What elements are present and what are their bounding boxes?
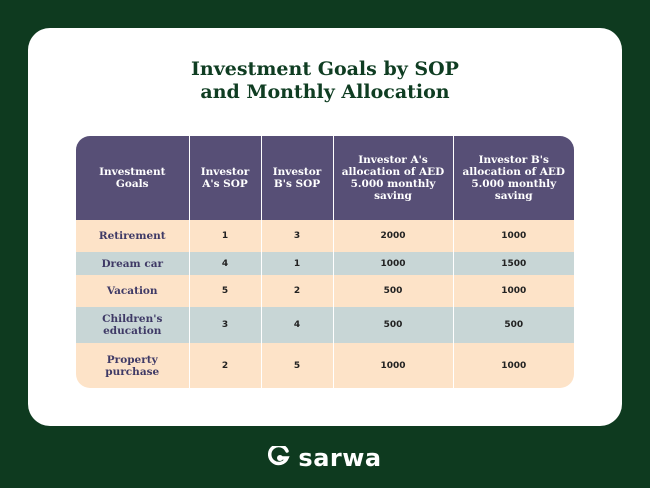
header-investor-a-allocation: Investor A's allocation of AED 5.000 mon… bbox=[333, 136, 454, 220]
investor-a-sop-cell: 5 bbox=[189, 274, 262, 307]
title-line-1: Investment Goals by SOP bbox=[191, 58, 459, 80]
investor-b-allocation-cell: 1000 bbox=[453, 220, 574, 253]
investor-b-allocation-cell: 1000 bbox=[453, 343, 574, 388]
header-investor-b-allocation: Investor B's allocation of AED 5.000 mon… bbox=[453, 136, 574, 220]
title-line-2: and Monthly Allocation bbox=[200, 81, 450, 103]
table-header-row: Investment Goals Investor A's SOP Invest… bbox=[76, 136, 574, 220]
investor-a-allocation-cell: 2000 bbox=[333, 220, 454, 253]
table-row: Retirement 1 3 2000 1000 bbox=[76, 220, 574, 253]
brand-name: sarwa bbox=[298, 444, 382, 472]
table-row: Vacation 5 2 500 1000 bbox=[76, 274, 574, 307]
page-title: Investment Goals by SOP and Monthly Allo… bbox=[28, 58, 622, 104]
sarwa-s-logo-icon bbox=[268, 446, 291, 466]
investor-b-sop-cell: 1 bbox=[261, 252, 334, 275]
investor-b-allocation-cell: 500 bbox=[453, 307, 574, 344]
table-row: Children's education 3 4 500 500 bbox=[76, 307, 574, 344]
goal-cell: Children's education bbox=[76, 307, 190, 344]
brand-logo: sarwa bbox=[0, 444, 650, 472]
goal-cell: Vacation bbox=[76, 274, 190, 307]
info-card: Investment Goals by SOP and Monthly Allo… bbox=[28, 28, 622, 426]
investor-b-allocation-cell: 1500 bbox=[453, 252, 574, 275]
investor-a-allocation-cell: 1000 bbox=[333, 252, 454, 275]
goal-cell: Retirement bbox=[76, 220, 190, 253]
investor-b-sop-cell: 2 bbox=[261, 274, 334, 307]
investor-a-allocation-cell: 1000 bbox=[333, 343, 454, 388]
allocation-table: Investment Goals Investor A's SOP Invest… bbox=[76, 136, 574, 388]
investor-b-sop-cell: 3 bbox=[261, 220, 334, 253]
investor-a-sop-cell: 3 bbox=[189, 307, 262, 344]
header-investor-a-sop: Investor A's SOP bbox=[189, 136, 262, 220]
investor-a-sop-cell: 2 bbox=[189, 343, 262, 388]
table-row: Dream car 4 1 1000 1500 bbox=[76, 252, 574, 275]
investor-a-allocation-cell: 500 bbox=[333, 274, 454, 307]
table-row: Property purchase 2 5 1000 1000 bbox=[76, 343, 574, 388]
investor-a-sop-cell: 1 bbox=[189, 220, 262, 253]
header-investor-b-sop: Investor B's SOP bbox=[261, 136, 334, 220]
investor-b-allocation-cell: 1000 bbox=[453, 274, 574, 307]
goal-cell: Dream car bbox=[76, 252, 190, 275]
investor-a-sop-cell: 4 bbox=[189, 252, 262, 275]
goal-cell: Property purchase bbox=[76, 343, 190, 388]
header-investment-goals: Investment Goals bbox=[76, 136, 190, 220]
investor-b-sop-cell: 5 bbox=[261, 343, 334, 388]
investor-b-sop-cell: 4 bbox=[261, 307, 334, 344]
investor-a-allocation-cell: 500 bbox=[333, 307, 454, 344]
